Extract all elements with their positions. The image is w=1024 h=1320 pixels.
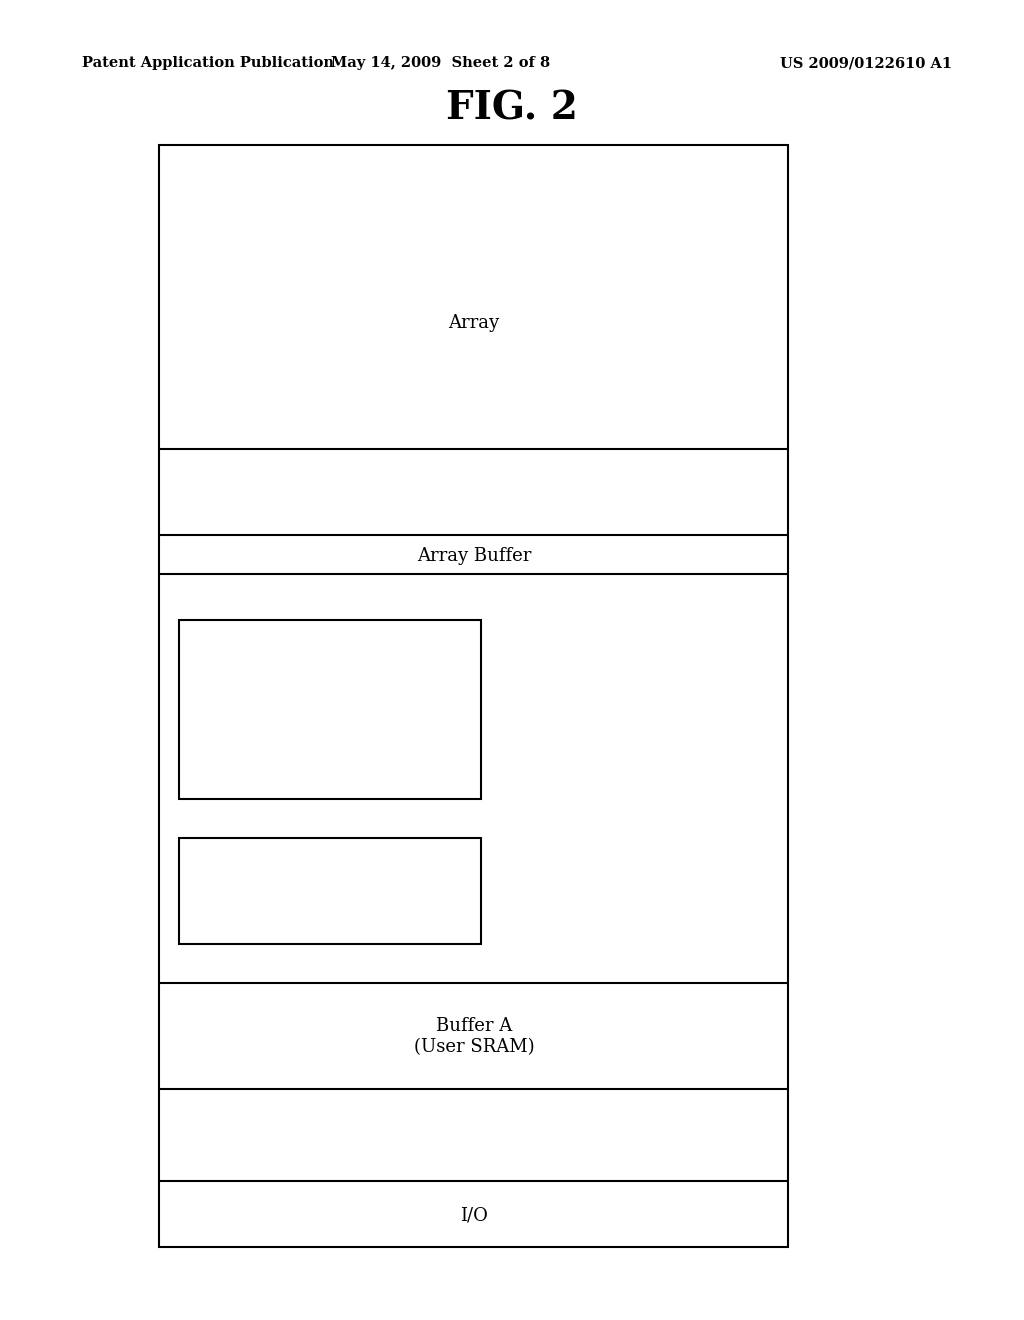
- Text: encoding unit
(data scrambling): encoding unit (data scrambling): [256, 873, 406, 909]
- Text: Buffer A
(User SRAM): Buffer A (User SRAM): [414, 1016, 535, 1056]
- Text: US 2009/0122610 A1: US 2009/0122610 A1: [780, 57, 952, 70]
- Bar: [179, 838, 481, 944]
- Text: May 14, 2009  Sheet 2 of 8: May 14, 2009 Sheet 2 of 8: [331, 57, 550, 70]
- Text: FIG. 2: FIG. 2: [446, 90, 578, 127]
- Text: Patent Application Publication: Patent Application Publication: [82, 57, 334, 70]
- Text: Buffer B
(Cache SRAM): Buffer B (Cache SRAM): [257, 689, 404, 729]
- Text: Array Buffer: Array Buffer: [417, 546, 531, 565]
- Text: Array: Array: [449, 314, 500, 333]
- Bar: [179, 620, 481, 799]
- Text: I/O: I/O: [460, 1206, 488, 1225]
- Bar: [159, 145, 788, 1247]
